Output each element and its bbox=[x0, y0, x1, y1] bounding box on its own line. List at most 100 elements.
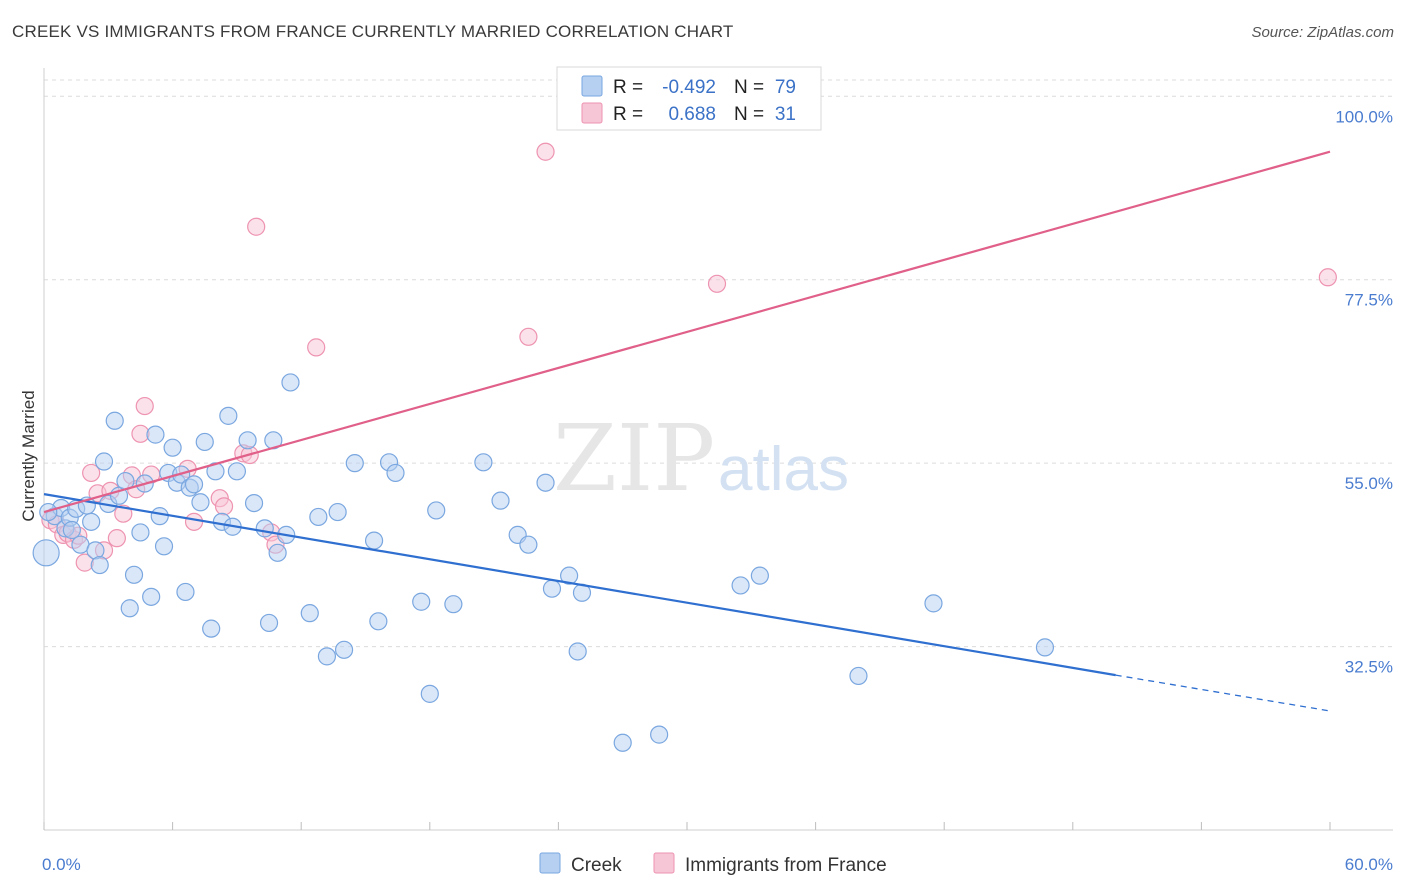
legend-label-creek: Creek bbox=[571, 855, 622, 876]
stats-legend-n-creek: 79 bbox=[775, 77, 796, 98]
watermark-atlas: atlas bbox=[718, 435, 849, 504]
x-tick-label: 60.0% bbox=[1345, 855, 1393, 874]
point-creek bbox=[412, 592, 431, 611]
point-creek bbox=[32, 539, 60, 567]
point-creek bbox=[924, 594, 943, 613]
point-creek bbox=[613, 733, 632, 752]
point-creek bbox=[195, 432, 214, 452]
point-creek bbox=[1035, 638, 1055, 657]
point-france bbox=[135, 396, 154, 416]
point-creek bbox=[82, 512, 101, 531]
x-tick-label: 0.0% bbox=[42, 855, 81, 874]
x-tick-labels: 0.0% 60.0% bbox=[42, 855, 1393, 874]
legend-swatch-france bbox=[653, 852, 675, 874]
point-france bbox=[1318, 268, 1337, 287]
point-france bbox=[114, 504, 133, 523]
point-creek bbox=[536, 473, 555, 492]
point-france bbox=[184, 512, 204, 531]
point-creek bbox=[150, 507, 169, 526]
point-creek bbox=[184, 475, 204, 494]
y-tick-label: 100.0% bbox=[1335, 107, 1393, 126]
trend-lines bbox=[43, 150, 1331, 712]
series-legend: Creek Immigrants from France bbox=[539, 852, 887, 876]
stats-legend-r-label-france: R = bbox=[613, 104, 643, 125]
point-france bbox=[107, 529, 126, 548]
point-creek bbox=[474, 453, 493, 472]
point-france bbox=[247, 217, 266, 236]
point-creek bbox=[120, 599, 139, 618]
chart-title: CREEK VS IMMIGRANTS FROM FRANCE CURRENTL… bbox=[12, 22, 734, 41]
point-creek bbox=[369, 612, 388, 631]
point-creek bbox=[519, 535, 538, 554]
trend-line-creek bbox=[43, 493, 1116, 677]
point-creek bbox=[176, 582, 195, 602]
stats-legend-r-france: 0.688 bbox=[668, 104, 716, 125]
point-france bbox=[214, 497, 234, 516]
point-france bbox=[82, 463, 101, 483]
point-creek bbox=[202, 619, 221, 638]
point-creek bbox=[542, 579, 562, 598]
point-creek bbox=[849, 666, 868, 686]
stats-legend-r-label-creek: R = bbox=[613, 77, 643, 98]
point-creek bbox=[124, 565, 144, 584]
point-france bbox=[536, 142, 555, 161]
stats-legend: R = -0.492 N = 79 R = 0.688 N = 31 bbox=[556, 66, 822, 131]
point-creek bbox=[154, 537, 174, 556]
point-creek bbox=[650, 725, 669, 744]
point-creek bbox=[731, 576, 750, 595]
stats-legend-n-label-creek: N = bbox=[734, 77, 764, 98]
chart-source: Source: ZipAtlas.com bbox=[1251, 24, 1394, 41]
point-creek bbox=[146, 425, 165, 444]
legend-label-france: Immigrants from France bbox=[685, 855, 887, 876]
point-france bbox=[707, 274, 727, 293]
trend-line-creek-extension bbox=[1115, 674, 1331, 712]
point-creek bbox=[420, 684, 439, 703]
point-creek bbox=[244, 493, 264, 513]
point-creek bbox=[281, 373, 300, 392]
point-creek bbox=[94, 452, 114, 471]
legend-swatch-creek bbox=[539, 852, 561, 874]
point-creek bbox=[427, 501, 446, 520]
point-creek bbox=[750, 566, 769, 585]
stats-legend-swatch-creek bbox=[581, 75, 603, 97]
stats-legend-n-label-france: N = bbox=[734, 104, 764, 125]
series-creek-points bbox=[32, 373, 1055, 752]
y-tick-label: 77.5% bbox=[1345, 291, 1393, 310]
point-creek bbox=[317, 647, 337, 666]
point-creek bbox=[163, 438, 182, 457]
point-creek bbox=[238, 431, 257, 450]
point-creek bbox=[345, 454, 364, 473]
point-france bbox=[519, 327, 538, 346]
point-creek bbox=[560, 566, 579, 585]
watermark-zip: ZIP bbox=[553, 405, 715, 512]
point-france bbox=[307, 338, 326, 357]
y-tick-label: 55.0% bbox=[1345, 474, 1393, 493]
stats-legend-swatch-france bbox=[581, 102, 603, 124]
point-creek bbox=[364, 531, 384, 550]
point-creek bbox=[300, 604, 319, 623]
point-creek bbox=[39, 502, 58, 522]
point-creek bbox=[334, 640, 354, 659]
grid-lines bbox=[44, 79, 1393, 648]
point-creek bbox=[62, 520, 81, 540]
point-creek bbox=[491, 491, 510, 510]
point-creek bbox=[268, 543, 287, 562]
point-creek bbox=[131, 523, 150, 542]
y-axis-label: Currently Married bbox=[19, 390, 38, 521]
y-tick-label: 32.5% bbox=[1345, 658, 1393, 677]
point-creek bbox=[328, 502, 347, 522]
point-creek bbox=[568, 642, 587, 661]
point-creek bbox=[255, 519, 274, 538]
watermark: ZIP atlas bbox=[553, 405, 849, 512]
point-creek bbox=[259, 613, 279, 633]
point-creek bbox=[386, 463, 405, 483]
trend-line-france bbox=[43, 150, 1331, 514]
y-tick-labels: 32.5% 55.0% 77.5% 100.0% bbox=[1335, 107, 1393, 676]
point-creek bbox=[90, 555, 109, 575]
stats-legend-n-france: 31 bbox=[775, 104, 796, 125]
point-creek bbox=[309, 507, 328, 527]
point-creek bbox=[219, 406, 238, 425]
point-creek bbox=[227, 462, 246, 481]
point-creek bbox=[444, 595, 463, 614]
